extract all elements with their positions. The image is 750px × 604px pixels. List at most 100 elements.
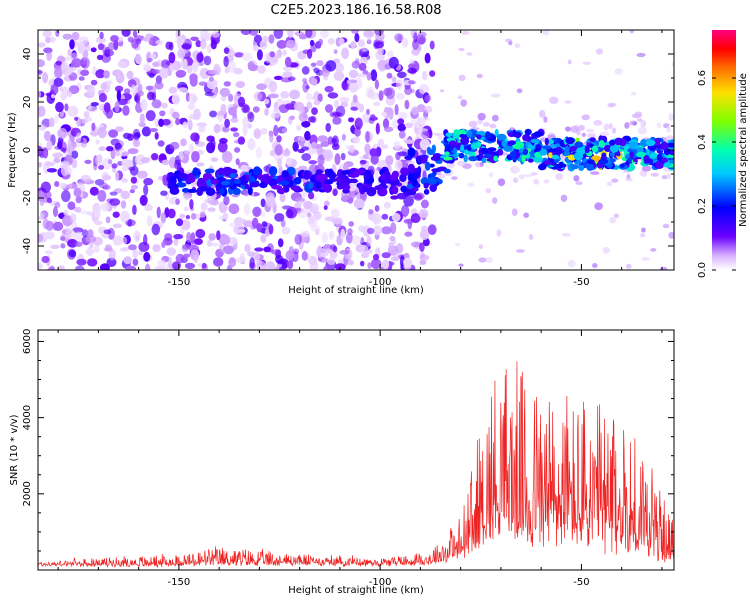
spectrogram-cell — [223, 47, 230, 54]
spectrogram-cell — [567, 259, 576, 268]
spectrogram-cell — [71, 150, 79, 159]
spectrogram-cell — [234, 216, 244, 227]
spectrogram-cell — [485, 188, 492, 194]
spectrogram-cell — [60, 147, 67, 152]
spectrogram-cell — [109, 198, 121, 206]
spectrogram-cell — [530, 172, 538, 176]
spectrogram-cell — [354, 127, 361, 137]
spectrogram-cell — [94, 220, 103, 226]
spectrogram-cell — [277, 238, 284, 248]
spectrogram-cell — [397, 123, 407, 132]
spectrogram-cell — [165, 41, 172, 50]
spectrogram-cell — [381, 179, 391, 184]
spectrogram-cell — [573, 175, 580, 182]
spectrogram-cell — [387, 50, 394, 58]
spectrogram-cell — [438, 173, 446, 179]
colorbar-ticks: 0.0 0.2 0.4 0.6 — [697, 70, 736, 278]
spectrogram-cell — [273, 124, 279, 137]
spectrogram-cell — [44, 191, 52, 200]
spectrogram-cell — [87, 85, 96, 97]
spectrogram-cell — [41, 255, 50, 264]
spectrogram-cell — [139, 194, 148, 206]
spectrogram-cell — [274, 144, 283, 156]
spectrogram-cell — [217, 141, 228, 153]
spectrogram-cell — [198, 263, 203, 268]
spectrogram-cell — [488, 172, 494, 178]
spectrogram-cell — [381, 111, 387, 117]
spectrogram-cell — [39, 198, 45, 207]
spectrogram-cell — [255, 146, 262, 159]
spectrogram-cell — [272, 107, 281, 119]
spectrogram-cell — [166, 247, 177, 256]
spectrogram-cell — [354, 33, 360, 43]
spectrogram-cell — [610, 102, 617, 107]
spectrogram-cell — [445, 132, 453, 138]
spectrogram-cell — [423, 105, 433, 114]
spectrogram-cell — [54, 181, 60, 187]
spectrogram-cell — [171, 93, 181, 105]
spectrogram-panel: -150 -100 -50 -40 -20 0 20 40 Height of straigh… — [7, 29, 675, 296]
spectrogram-cell — [350, 41, 357, 49]
spectrogram-cell — [273, 75, 283, 81]
spectrogram-cell — [132, 30, 138, 38]
spectrogram-cell — [410, 213, 421, 224]
spectrogram-cell — [416, 156, 423, 163]
spectrogram-cell — [551, 154, 560, 160]
spectrogram-cell — [412, 39, 419, 50]
spectrogram-cell — [249, 182, 260, 188]
spectrogram-cell — [331, 138, 337, 144]
spectrogram-cell — [273, 30, 284, 39]
spectrogram-cell — [543, 116, 548, 123]
spectrogram-cell — [151, 69, 161, 74]
spectrogram-cell — [444, 151, 450, 156]
spectrogram-cell — [477, 112, 486, 121]
spectrogram-cell — [228, 106, 237, 116]
spectrogram-cell — [122, 132, 132, 140]
spectrogram-cell — [381, 226, 392, 235]
spectrogram-cell — [66, 90, 73, 98]
spectrogram-cell — [410, 187, 419, 192]
spectrogram-cell — [172, 111, 180, 119]
spectrogram-cell — [347, 228, 353, 235]
spectrogram-cell — [262, 35, 268, 43]
spectrogram-cell — [268, 166, 278, 176]
spectrogram-cell — [316, 60, 324, 67]
spectrogram-cell — [244, 183, 250, 190]
spectrogram-cell — [358, 49, 363, 57]
spectrogram-cell — [185, 215, 191, 220]
spectrogram-cell — [55, 101, 64, 113]
spectrogram-cell — [466, 130, 473, 138]
spectrogram-cell — [148, 72, 155, 79]
spectrogram-cell — [53, 221, 64, 231]
spectrogram-cell — [370, 153, 379, 165]
spectrogram-cell — [629, 151, 635, 159]
spectrogram-cell — [668, 231, 674, 239]
spectrogram-cell — [129, 189, 135, 194]
spectrogram-cell — [575, 181, 583, 185]
spectrogram-cell — [242, 116, 250, 127]
spectrogram-cell — [391, 212, 401, 222]
spectrogram-cell — [332, 116, 342, 125]
spectrogram-cell — [87, 229, 94, 238]
spectrogram-cell — [90, 102, 99, 107]
snr-frame — [37, 329, 675, 571]
spectrogram-cell — [308, 116, 316, 123]
spectrogram-cell — [103, 102, 111, 113]
spectrogram-cell — [332, 188, 338, 197]
spectrogram-cell — [533, 178, 540, 185]
spectrogram-cell — [195, 40, 202, 48]
spectrogram-cell — [143, 65, 152, 72]
spectrogram-cell — [390, 222, 397, 235]
spectrogram-cell — [75, 206, 82, 213]
spectrogram-cell — [640, 233, 646, 238]
spectrogram-cell — [71, 58, 82, 68]
spectrogram-cell — [103, 184, 111, 190]
spectrogram-cell — [385, 155, 394, 166]
spectrogram-cell — [263, 246, 272, 253]
spectrogram-cell — [211, 31, 220, 39]
spectrogram-cell — [265, 228, 270, 237]
spectrogram-cell — [190, 232, 196, 244]
spectrogram-cell — [91, 122, 96, 132]
spectrogram-cell — [190, 36, 199, 41]
